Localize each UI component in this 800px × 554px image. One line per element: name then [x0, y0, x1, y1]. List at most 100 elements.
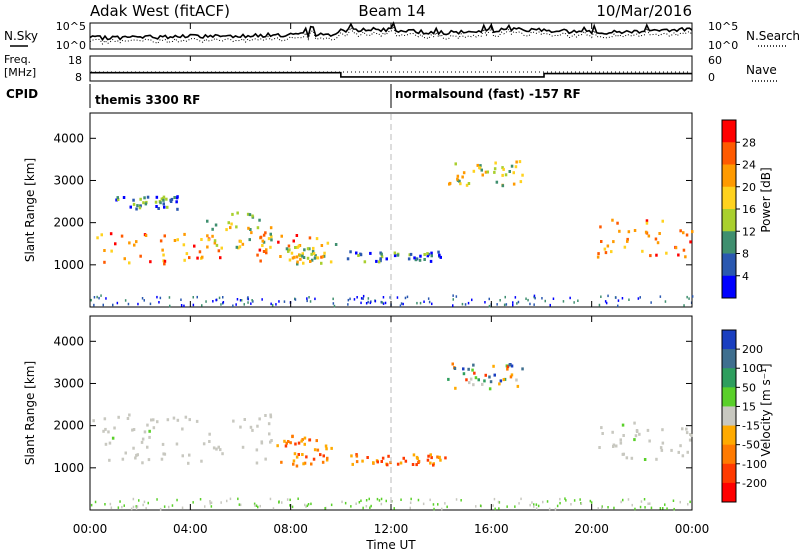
scatter-cell: [492, 504, 494, 507]
scatter-cell: [202, 442, 206, 446]
scatter-cell: [166, 418, 170, 422]
scatter-cell: [239, 299, 242, 302]
scatter-cell: [257, 505, 259, 509]
scatter-cell: [132, 198, 135, 202]
scatter-cell: [690, 433, 693, 437]
scatter-cell: [294, 246, 297, 249]
scatter-cell: [535, 503, 538, 506]
scatter-cell: [391, 500, 393, 503]
scatter-cell: [365, 499, 368, 502]
scatter-cell: [441, 507, 443, 511]
scatter-cell: [409, 506, 411, 510]
scatter-cell: [270, 235, 273, 239]
scatter-cell: [437, 250, 440, 254]
nsky-tick-bottom: 10^0: [56, 39, 86, 52]
scatter-cell: [188, 418, 191, 422]
scatter-cell: [231, 212, 234, 216]
scatter-cell: [193, 244, 196, 248]
scatter-cell: [628, 298, 630, 301]
scatter-cell: [312, 457, 316, 461]
scatter-cell: [162, 195, 166, 199]
scatter-cell: [270, 302, 272, 306]
scatter-cell: [108, 458, 111, 462]
scatter-cell: [248, 213, 252, 217]
scatter-cell: [102, 429, 105, 433]
scatter-cell: [674, 246, 678, 250]
scatter-cell: [644, 230, 648, 234]
scatter-cell: [308, 247, 311, 251]
scatter-cell: [142, 503, 144, 507]
scatter-cell: [269, 226, 273, 230]
scatter-cell: [455, 498, 458, 501]
summary-panel: N.Sky 10^5 10^0 10^5 10^0 N.Search Freq.…: [4, 20, 800, 108]
scatter-cell: [238, 245, 242, 249]
scatter-cell: [141, 437, 145, 441]
scatter-cell: [577, 299, 579, 302]
scatter-cell: [215, 447, 218, 451]
scatter-cell: [351, 462, 354, 466]
scatter-cell: [428, 300, 431, 304]
nsearch-label: N.Search: [746, 29, 800, 43]
scatter-cell: [200, 238, 203, 241]
scatter-cell: [647, 234, 651, 238]
scatter-cell: [377, 260, 381, 264]
colorbar-swatch: [722, 231, 736, 254]
scatter-cell: [162, 452, 165, 456]
scatter-cell: [387, 454, 390, 458]
scatter-cell: [283, 439, 286, 443]
scatter-cell: [612, 240, 615, 244]
scatter-cell: [163, 205, 166, 209]
scatter-cell: [650, 301, 652, 304]
scatter-cell: [439, 458, 442, 462]
scatter-cell: [314, 254, 317, 258]
scatter-cell: [206, 245, 209, 249]
scatter-cell: [196, 256, 199, 260]
scatter-cell: [232, 304, 234, 307]
nsearch-trace: [89, 24, 693, 45]
scatter-cell: [621, 297, 624, 300]
scatter-cell: [654, 237, 658, 241]
scatter-cell: [552, 297, 555, 300]
scatter-cell: [289, 441, 292, 445]
scatter-cell: [161, 248, 164, 252]
scatter-cell: [325, 458, 329, 462]
scatter-cell: [175, 200, 178, 204]
scatter-cell: [207, 238, 210, 242]
scatter-cell: [265, 251, 268, 255]
scatter-cell: [464, 303, 467, 306]
scatter-cell: [639, 505, 642, 509]
scatter-cell: [505, 303, 508, 306]
scatter-cell: [183, 258, 186, 262]
colorbar-swatch: [722, 275, 736, 299]
scatter-cell: [90, 503, 93, 507]
scatter-cell: [682, 231, 685, 235]
scatter-cell: [138, 499, 140, 502]
scatter-cell: [126, 417, 130, 420]
scatter-cell: [220, 501, 222, 504]
scatter-cell: [171, 504, 174, 507]
scatter-cell: [504, 173, 508, 177]
power-panel: 1000 2000 3000 4000 Slant Range [km]: [23, 112, 694, 308]
scatter-cell: [468, 381, 471, 385]
scatter-cell: [689, 500, 691, 504]
scatter-cell: [376, 460, 379, 464]
y-tick-label: 4000: [53, 334, 84, 348]
scatter-cell: [159, 201, 162, 205]
scatter-cell: [444, 456, 447, 460]
cpid-segment-2: normalsound (fast) -157 RF: [395, 87, 581, 101]
scatter-cell: [146, 445, 149, 449]
scatter-cell: [303, 461, 307, 465]
scatter-cell: [121, 457, 125, 461]
scatter-cell: [460, 499, 462, 502]
scatter-cell: [362, 297, 364, 300]
scatter-cell: [123, 257, 126, 261]
scatter-cell: [423, 300, 425, 303]
scatter-cell: [237, 497, 239, 501]
scatter-cell: [253, 502, 256, 506]
scatter-cell: [156, 295, 158, 299]
scatter-cell: [139, 204, 142, 208]
scatter-cell: [510, 164, 514, 168]
scatter-cell: [201, 255, 204, 259]
scatter-cell: [113, 426, 116, 430]
